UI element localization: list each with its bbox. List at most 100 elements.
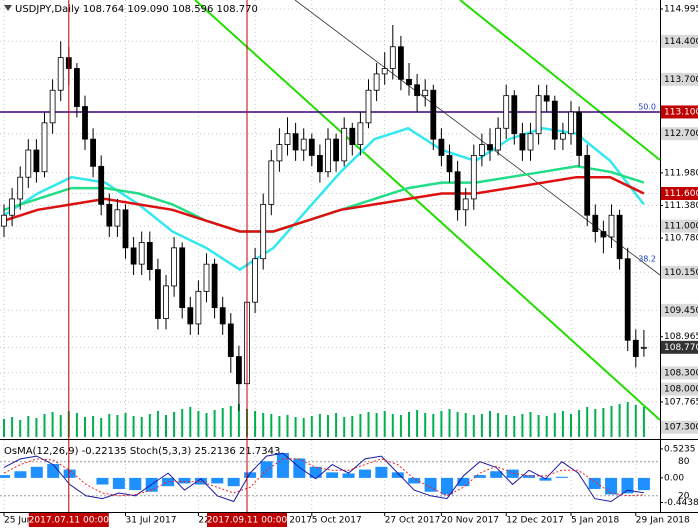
candle-body	[624, 258, 631, 341]
volume-bar	[181, 409, 184, 437]
volume-bar	[497, 413, 500, 437]
volume-bar	[205, 413, 208, 437]
volume-bar	[489, 411, 491, 437]
volume-bar	[456, 412, 459, 437]
volume-bar	[408, 412, 410, 437]
candle-body	[365, 89, 372, 124]
candle-body	[211, 263, 218, 309]
y-tick-label: 114.995	[664, 4, 698, 14]
marker-label: 2017.07.11 00:00	[29, 516, 110, 526]
moving-average	[3, 175, 645, 233]
candle-body	[154, 269, 161, 319]
stoch-line	[3, 452, 644, 503]
candle-body	[179, 247, 186, 309]
volume-bar	[537, 415, 540, 437]
volume-bar	[294, 417, 297, 437]
candle-body	[308, 138, 315, 156]
volume-bar	[173, 412, 176, 437]
volume-bar	[335, 413, 338, 437]
volume-bar	[602, 408, 605, 437]
volume-bar	[43, 414, 46, 437]
volume-bar	[197, 411, 200, 437]
volume-bar	[570, 414, 572, 437]
y-tick-label: 111.000	[664, 222, 698, 232]
osma-bar	[326, 472, 339, 478]
candle-body	[422, 89, 429, 97]
price-label-box	[661, 382, 698, 396]
volume-bar	[529, 412, 532, 437]
stoch-line	[3, 458, 644, 497]
candle-body	[560, 133, 566, 140]
candle-body	[406, 78, 412, 86]
osma-bar	[506, 469, 519, 478]
osma-bar	[555, 476, 568, 478]
volume-bar	[213, 410, 216, 437]
candle-body	[616, 214, 623, 260]
trend-channel-upper	[459, 0, 661, 161]
candle-body	[592, 214, 599, 232]
volume-bar	[367, 412, 370, 437]
header-icon	[4, 5, 12, 11]
candle-body	[300, 138, 307, 151]
candle-body	[187, 307, 194, 325]
volume-bar	[165, 415, 167, 437]
volume-bar	[634, 405, 637, 437]
candle-body	[17, 176, 24, 200]
candle-body	[57, 57, 64, 91]
price-label-box	[661, 72, 698, 86]
y2-tick-label: 80	[678, 457, 690, 467]
candle-body	[608, 214, 615, 238]
volume-bar	[642, 407, 645, 437]
volume-bar	[286, 415, 289, 437]
volume-bar	[626, 402, 629, 437]
volume-bar	[59, 415, 62, 437]
price-label-box	[661, 340, 698, 354]
candle-body	[341, 127, 348, 162]
volume-bar	[351, 416, 354, 437]
price-label-box	[661, 186, 698, 200]
price-label-box	[661, 219, 698, 233]
candle-body	[284, 133, 291, 145]
candle-body	[487, 144, 493, 151]
y-tick-label: 110.780	[664, 234, 698, 244]
volume-bar	[359, 414, 362, 437]
candle-body	[82, 106, 88, 140]
candle-body	[527, 133, 534, 151]
volume-bar	[132, 416, 135, 437]
volume-bar	[343, 417, 346, 437]
candle-body	[33, 149, 40, 173]
osma-bar	[490, 471, 503, 478]
volume-bar	[100, 418, 103, 437]
candle-body	[41, 122, 48, 173]
osma-bar	[227, 477, 240, 487]
x-tick-label: 5 Oct 2017	[312, 516, 362, 526]
volume-bar	[327, 415, 329, 437]
volume-bar	[92, 416, 95, 437]
volume-bar	[440, 411, 443, 437]
x-tick-label: 20 Nov 2017	[441, 516, 499, 526]
candle-body	[600, 231, 607, 238]
candle-body	[146, 242, 153, 270]
candle-body	[122, 209, 129, 249]
volume-bar	[51, 412, 54, 437]
y-tick-label: 108.965	[664, 332, 698, 342]
osma-bar	[473, 475, 486, 478]
candle-body	[49, 89, 56, 124]
osma-bar	[129, 477, 142, 491]
volume-bar	[237, 404, 240, 437]
osma-bar	[260, 461, 273, 478]
candle-body	[276, 144, 283, 162]
price-label-box	[661, 420, 698, 434]
volume-bar	[416, 410, 419, 437]
osma-bar	[605, 477, 618, 495]
price-label-box	[661, 366, 698, 380]
osma-bar	[408, 477, 421, 484]
candle-body	[576, 111, 582, 156]
volume-bar	[610, 406, 613, 437]
y-tick-label: 109.450	[664, 306, 698, 316]
candle-body	[252, 258, 259, 303]
marker-label-box	[28, 513, 109, 527]
volume-bar	[148, 414, 151, 437]
candle-body	[454, 171, 461, 211]
